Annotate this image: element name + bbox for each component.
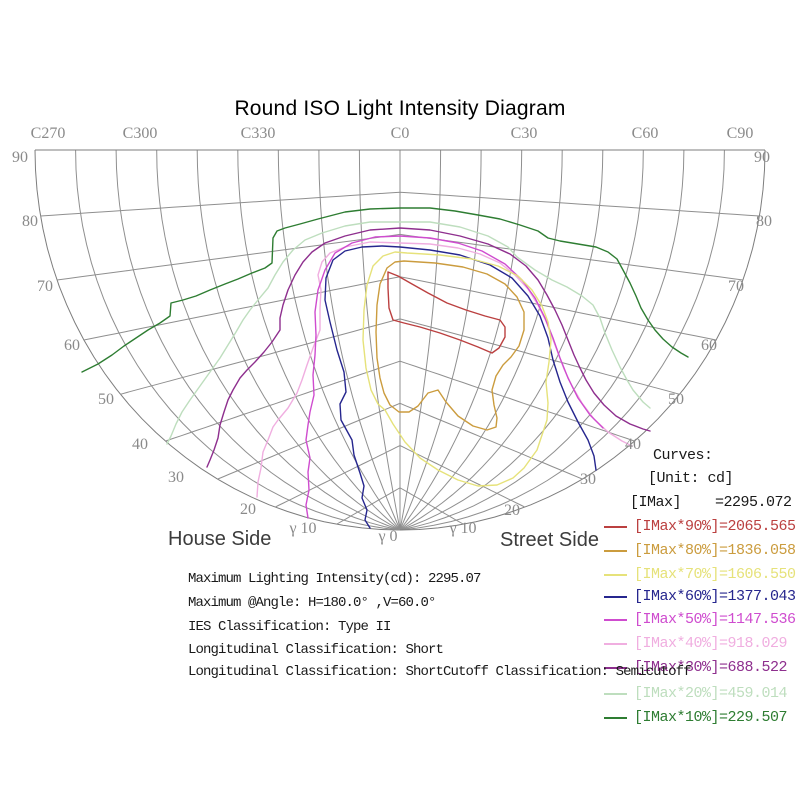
grid-gamma-arc bbox=[274, 445, 526, 508]
legend-row-10pct: [IMax*10%]=229.507 bbox=[604, 709, 788, 726]
grid-c-plane-line bbox=[399, 149, 604, 531]
legend-row-50pct: [IMax*50%]=1147.536 bbox=[604, 611, 796, 628]
c-plane-label: C60 bbox=[631, 125, 659, 142]
legend-row-label: [IMax*10%]=229.507 bbox=[634, 709, 788, 726]
grid-gamma-arc bbox=[165, 360, 635, 442]
grid-c-plane-line bbox=[237, 149, 401, 531]
grid-c-plane-line bbox=[399, 149, 725, 531]
grid-gamma-arc bbox=[40, 191, 760, 217]
info-line: Longitudinal Classification: ShortCutoff… bbox=[188, 664, 691, 680]
legend-row-label: [IMax*60%]=1377.043 bbox=[634, 588, 796, 605]
grid-c-plane-line bbox=[34, 149, 401, 531]
legend-row-label: [IMax*20%]=459.014 bbox=[634, 685, 788, 702]
info-line: Maximum Lighting Intensity(cd): 2295.07 bbox=[188, 571, 481, 587]
gamma-tick-left: 70 bbox=[37, 278, 53, 295]
iso-contour-10pct bbox=[81, 207, 689, 373]
grid-c-plane-line bbox=[399, 149, 442, 531]
gamma-10-right-label: γ 10 bbox=[449, 520, 477, 537]
c-plane-label: C330 bbox=[240, 125, 276, 142]
grid-gamma-arc bbox=[120, 318, 680, 395]
legend-row-30pct: [IMax*30%]=688.522 bbox=[604, 659, 788, 676]
legend-row-label: [IMax*70%]=1606.550 bbox=[634, 566, 796, 583]
grid-gamma-arc bbox=[217, 402, 583, 480]
c-plane-label: C300 bbox=[122, 125, 158, 142]
legend-dash-icon bbox=[604, 595, 627, 598]
gamma-tick-right: 60 bbox=[701, 337, 717, 354]
legend-dash-icon bbox=[604, 692, 627, 695]
legend-row-60pct: [IMax*60%]=1377.043 bbox=[604, 588, 796, 605]
gamma-tick-left: 40 bbox=[132, 436, 148, 453]
c-plane-label: C30 bbox=[510, 125, 538, 142]
legend-row-20pct: [IMax*20%]=459.014 bbox=[604, 685, 788, 702]
c-plane-label: C270 bbox=[30, 125, 66, 142]
house-side-label: House Side bbox=[168, 528, 272, 550]
gamma-tick-left: 80 bbox=[22, 213, 38, 230]
legend-row-label: [IMax*40%]=918.029 bbox=[634, 635, 788, 652]
legend-row-70pct: [IMax*70%]=1606.550 bbox=[604, 566, 796, 583]
gamma-tick-right: 50 bbox=[668, 391, 684, 408]
legend-imax-row: [IMax] =2295.072 bbox=[630, 494, 792, 511]
gamma-tick-right: 20 bbox=[504, 502, 520, 519]
gamma-tick-right: 40 bbox=[625, 436, 641, 453]
legend-row-label: [IMax*90%]=2065.565 bbox=[634, 518, 796, 535]
iso-contours bbox=[81, 207, 689, 529]
gamma-tick-right: 80 bbox=[756, 213, 772, 230]
iso-contour-90pct bbox=[387, 271, 506, 354]
iso-contour-70pct bbox=[362, 251, 552, 487]
grid-c-plane-line bbox=[318, 149, 401, 531]
info-line: Maximum @Angle: H=180.0° ,V=60.0° bbox=[188, 595, 436, 611]
gamma-tick-right: 70 bbox=[728, 278, 744, 295]
grid-gamma-arc bbox=[336, 487, 464, 525]
grid-c-plane-line bbox=[358, 149, 401, 531]
iso-contour-50pct bbox=[305, 235, 604, 519]
c-plane-label: C0 bbox=[390, 125, 410, 142]
grid-gamma-arc bbox=[56, 233, 744, 281]
legend-dash-icon bbox=[604, 549, 627, 552]
legend-dash-icon bbox=[604, 666, 627, 669]
gamma-tick-right: 30 bbox=[580, 471, 596, 488]
legend-unit: [Unit: cd] bbox=[648, 470, 734, 487]
iso-contour-60pct bbox=[324, 245, 597, 529]
grid-c-plane-line bbox=[196, 149, 401, 531]
gamma-tick-left: 20 bbox=[240, 501, 256, 518]
street-side-label: Street Side bbox=[500, 529, 599, 551]
legend-dash-icon bbox=[604, 525, 627, 528]
legend-row-90pct: [IMax*90%]=2065.565 bbox=[604, 518, 796, 535]
iso-contour-80pct bbox=[375, 260, 525, 431]
legend-dash-icon bbox=[604, 642, 627, 645]
grid-c-plane-line bbox=[399, 149, 523, 531]
legend-row-80pct: [IMax*80%]=1836.058 bbox=[604, 542, 796, 559]
legend-row-label: [IMax*50%]=1147.536 bbox=[634, 611, 796, 628]
legend-row-label: [IMax*80%]=1836.058 bbox=[634, 542, 796, 559]
chart-title: Round ISO Light Intensity Diagram bbox=[234, 97, 566, 120]
grid-c-plane-line bbox=[399, 149, 482, 531]
legend-dash-icon bbox=[604, 716, 627, 719]
grid-c-plane-line bbox=[75, 149, 401, 531]
c-plane-label: C90 bbox=[726, 125, 754, 142]
grid-c-plane-line bbox=[399, 149, 644, 531]
grid-c-plane-line bbox=[115, 149, 401, 531]
gamma-tick-left: 30 bbox=[168, 469, 184, 486]
legend-dash-icon bbox=[604, 618, 627, 621]
info-line: Longitudinal Classification: Short bbox=[188, 642, 444, 658]
gamma-10-left-label: γ 10 bbox=[289, 520, 317, 537]
legend-dash-icon bbox=[604, 573, 627, 576]
gamma-tick-right: 90 bbox=[754, 149, 770, 166]
grid-c-plane-line bbox=[399, 149, 766, 531]
iso-contour-30pct bbox=[206, 227, 651, 468]
grid-c-plane-line bbox=[156, 149, 401, 531]
legend-row-label: [IMax*30%]=688.522 bbox=[634, 659, 788, 676]
gamma-0-label: γ 0 bbox=[378, 528, 398, 545]
legend-header: Curves: bbox=[653, 447, 713, 464]
legend-row-40pct: [IMax*40%]=918.029 bbox=[604, 635, 788, 652]
gamma-tick-left: 60 bbox=[64, 337, 80, 354]
gamma-tick-left: 50 bbox=[98, 391, 114, 408]
iso-contour-20pct bbox=[166, 221, 651, 445]
info-line: IES Classification: Type II bbox=[188, 619, 391, 635]
grid-c-plane-line bbox=[399, 149, 563, 531]
gamma-tick-left: 90 bbox=[12, 149, 28, 166]
